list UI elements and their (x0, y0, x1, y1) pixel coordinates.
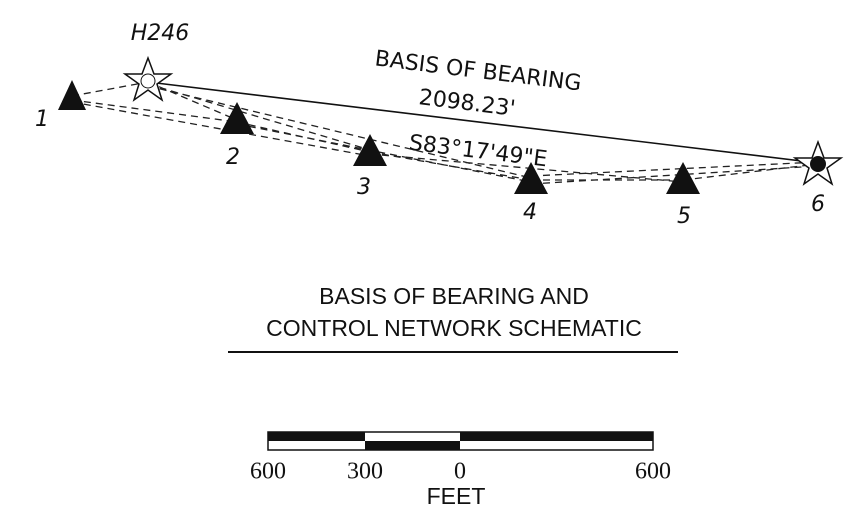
station-2 (220, 102, 254, 134)
scale-unit: FEET (427, 483, 486, 509)
node-label: 2 (226, 145, 240, 170)
basis-label: BASIS OF BEARING (373, 46, 582, 96)
scale-bar (267, 431, 654, 451)
stations (58, 55, 844, 194)
station-4 (514, 162, 548, 194)
station-5 (666, 162, 700, 194)
scale-tick: 600 (250, 459, 286, 485)
node-label: 5 (677, 204, 691, 229)
station-1 (58, 80, 86, 110)
scale-tick: 600 (635, 459, 671, 485)
node-label: H246 (131, 21, 190, 46)
node-label: 6 (811, 192, 825, 217)
title-line: BASIS OF BEARING AND (319, 283, 589, 309)
station-3 (353, 134, 387, 166)
node-label: 4 (523, 200, 537, 225)
scale-tick: 300 (347, 459, 383, 485)
network-lines (71, 81, 819, 185)
node-label: 1 (35, 107, 49, 132)
node-label: 3 (357, 175, 371, 200)
title-line: CONTROL NETWORK SCHEMATIC (266, 315, 642, 341)
basis-bearing: S83°17'49"E (408, 131, 549, 173)
scale-tick: 0 (454, 459, 466, 485)
